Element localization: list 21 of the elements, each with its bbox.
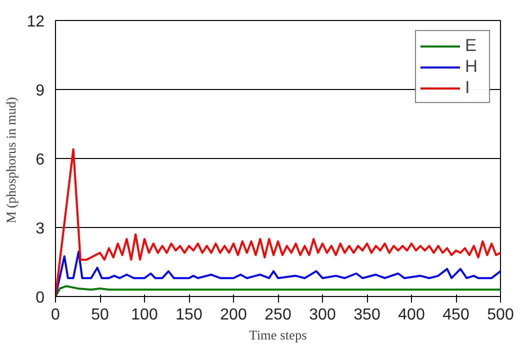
- y-axis-title: M (phosphorus in mud): [4, 97, 19, 224]
- x-tick-label: 300: [309, 306, 336, 324]
- y-tick-label: 9: [36, 82, 45, 100]
- y-tick-label: 3: [36, 220, 45, 238]
- x-tick-label: 400: [398, 306, 425, 324]
- x-tick-label: 150: [176, 306, 202, 324]
- x-tick-label: 0: [51, 306, 60, 324]
- y-tick-label: 6: [36, 152, 45, 168]
- y-tick-label: 0: [36, 290, 45, 306]
- x-tick-label: 500: [487, 306, 514, 324]
- x-tick-label: 250: [264, 306, 292, 324]
- x-tick-label: 50: [91, 306, 109, 324]
- x-axis-title: Time steps: [249, 328, 307, 342]
- legend-label: E: [465, 35, 478, 56]
- legend-label: H: [465, 56, 479, 77]
- x-tick-label: 100: [131, 306, 158, 324]
- legend-label: I: [465, 77, 471, 98]
- y-tick-label: 12: [26, 14, 45, 30]
- x-tick-label: 450: [442, 306, 470, 324]
- x-tick-label: 350: [354, 306, 380, 324]
- x-tick-label: 200: [220, 306, 247, 324]
